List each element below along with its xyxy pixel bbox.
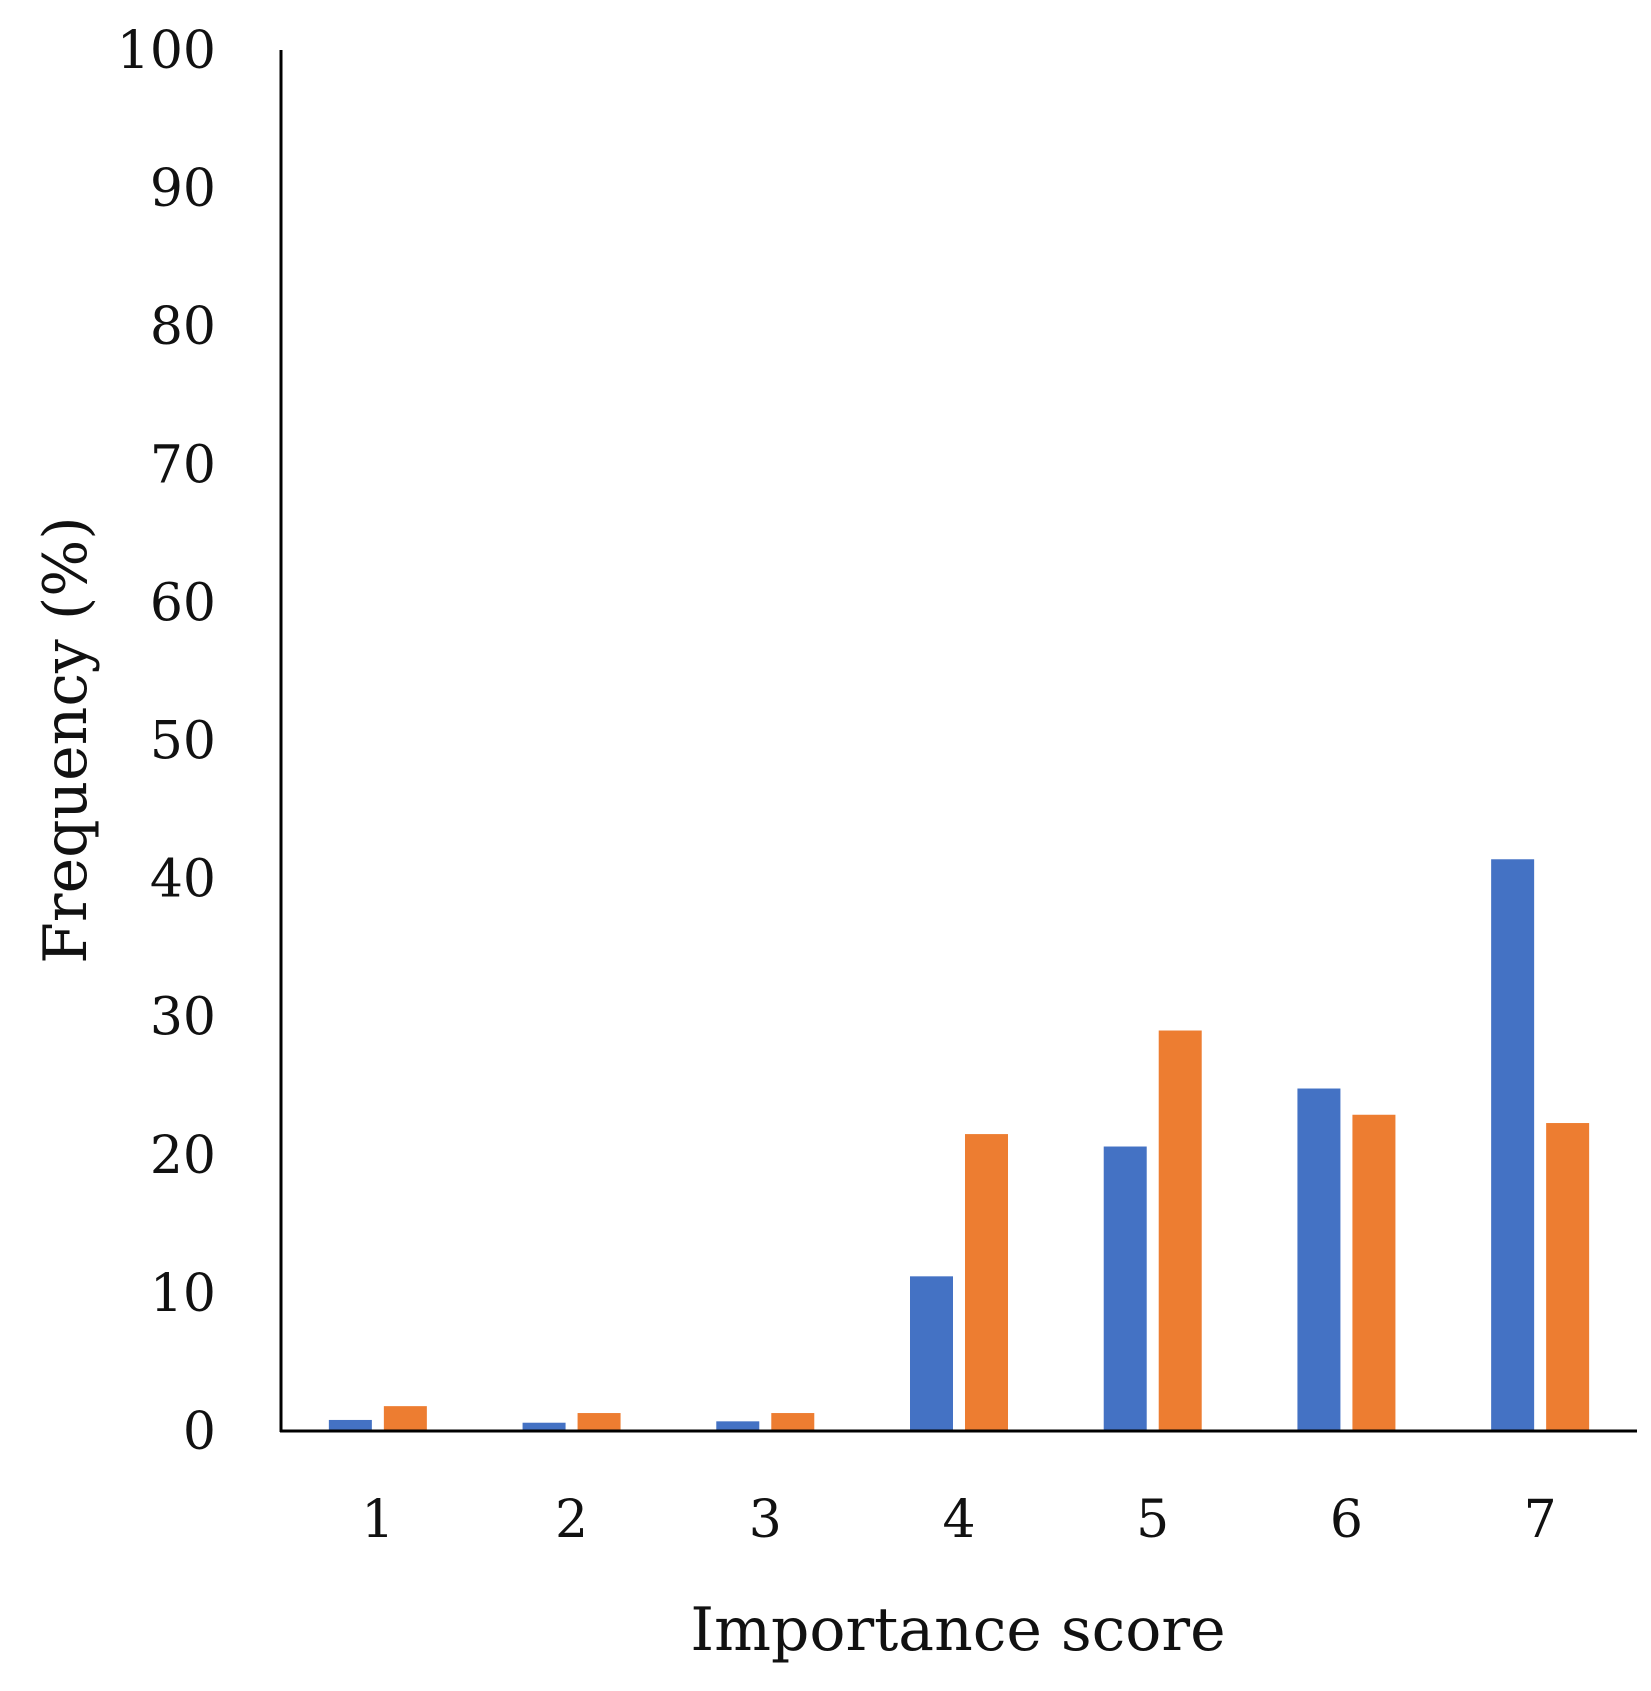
y-tick-label: 30 bbox=[150, 988, 216, 1048]
bar-series-1-score-1 bbox=[328, 1419, 372, 1431]
x-tick-label: 7 bbox=[1524, 1490, 1557, 1550]
x-tick-label: 3 bbox=[749, 1490, 782, 1550]
bar-series-1-score-3 bbox=[716, 1421, 760, 1431]
bar-series-1-score-7 bbox=[1491, 859, 1535, 1431]
bar-series-2-score-2 bbox=[577, 1413, 621, 1431]
y-tick-label: 70 bbox=[150, 435, 216, 495]
x-tick-label: 2 bbox=[555, 1490, 588, 1550]
y-tick-label: 90 bbox=[150, 159, 216, 219]
bar-series-2-score-6 bbox=[1352, 1114, 1396, 1431]
bar-series-1-score-4 bbox=[910, 1276, 953, 1431]
x-tick-label: 6 bbox=[1330, 1490, 1363, 1550]
y-tick-label: 0 bbox=[183, 1402, 216, 1462]
bar-series-2-score-5 bbox=[1158, 1030, 1202, 1431]
x-tick-label: 5 bbox=[1136, 1490, 1169, 1550]
bar-series-1-score-6 bbox=[1297, 1088, 1341, 1431]
x-axis-ticks: 1 2 3 4 5 6 7 bbox=[361, 1490, 1556, 1550]
bar-series-2-score-7 bbox=[1546, 1123, 1590, 1431]
x-tick-label: 4 bbox=[942, 1490, 975, 1550]
y-tick-label: 10 bbox=[150, 1264, 216, 1324]
bar-series-1-score-2 bbox=[522, 1422, 566, 1431]
bars bbox=[328, 859, 1590, 1431]
bar-series-2-score-1 bbox=[383, 1406, 427, 1431]
x-axis-title: Importance score bbox=[690, 1595, 1225, 1665]
y-tick-label: 100 bbox=[117, 21, 216, 81]
y-axis-title: Frequency (%) bbox=[31, 516, 101, 963]
bar-series-1-score-5 bbox=[1103, 1146, 1147, 1431]
bar-series-2-score-3 bbox=[771, 1413, 815, 1431]
y-tick-label: 80 bbox=[150, 297, 216, 357]
x-tick-label: 1 bbox=[361, 1490, 394, 1550]
y-tick-label: 60 bbox=[150, 573, 216, 633]
bar-series-2-score-4 bbox=[965, 1134, 1008, 1431]
y-tick-label: 40 bbox=[150, 850, 216, 910]
y-tick-label: 50 bbox=[150, 712, 216, 772]
y-axis-ticks: 0 10 20 30 40 50 60 70 80 90 100 bbox=[117, 21, 216, 1462]
y-tick-label: 20 bbox=[150, 1126, 216, 1186]
